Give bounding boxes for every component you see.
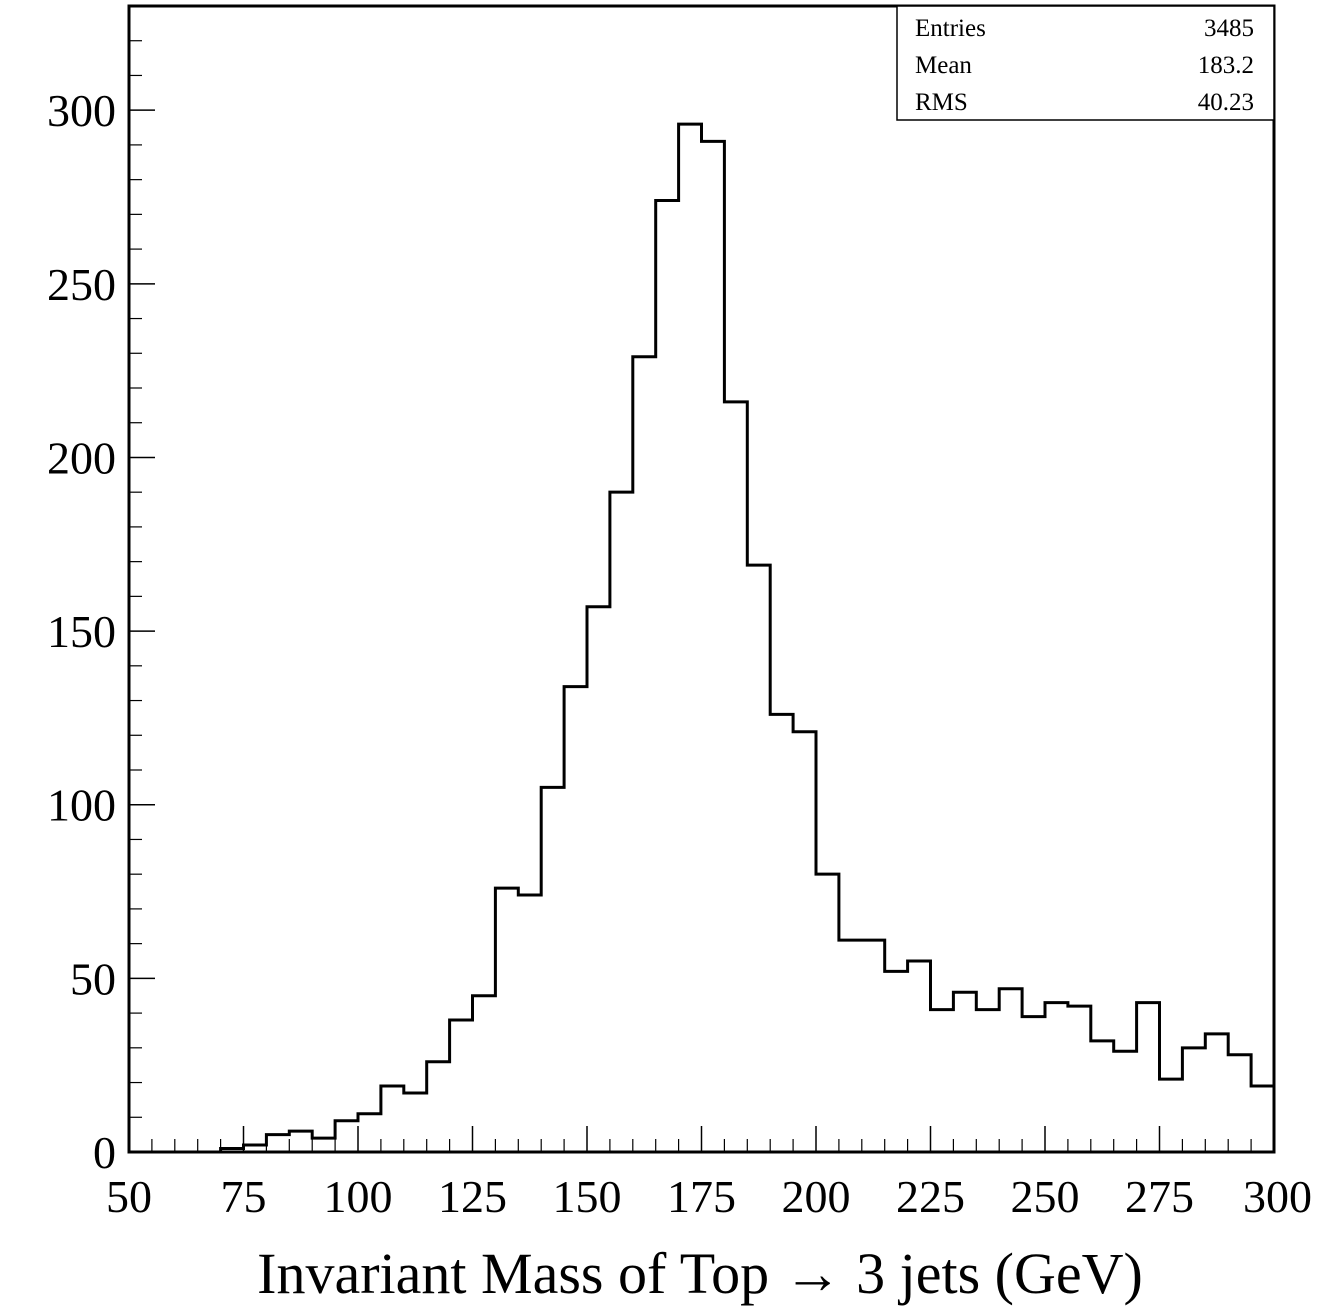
histogram-bin [679, 124, 702, 1152]
histogram-bin [885, 971, 908, 1152]
x-axis-label: Invariant Mass of Top → 3 jets (GeV) [257, 1241, 1143, 1306]
histogram-bin [633, 357, 656, 1152]
histogram-bin [999, 989, 1022, 1152]
histogram-bin [473, 996, 496, 1152]
stats-entries-value: 3485 [1204, 15, 1254, 42]
y-tick-label: 300 [47, 85, 116, 136]
y-tick-label: 50 [70, 953, 116, 1004]
histogram-bin [427, 1062, 450, 1152]
histogram-bin [976, 1010, 999, 1152]
histogram-bin [839, 940, 862, 1152]
stats-rms-value: 40.23 [1198, 89, 1254, 116]
histogram-bin [931, 1010, 954, 1152]
histogram-bin [404, 1093, 427, 1152]
x-tick-label: 125 [438, 1171, 507, 1222]
histogram-bin [495, 888, 518, 1152]
histogram-bin [862, 940, 885, 1152]
histogram-bin [541, 787, 564, 1152]
plot-frame [127, 4, 1276, 1154]
stats-mean-value: 183.2 [1198, 52, 1254, 79]
y-axis-tick-labels: 0 50 100 150 200 250 300 [47, 85, 116, 1178]
histogram-bin [289, 1131, 312, 1152]
stats-box-frame [896, 5, 1275, 121]
histogram-bin [266, 1135, 289, 1152]
histogram-bin [358, 1114, 381, 1152]
stats-entries-label: Entries [915, 15, 986, 42]
histogram-bin [1114, 1051, 1137, 1152]
histogram-bin [793, 732, 816, 1152]
histogram-bin [450, 1020, 473, 1152]
histogram-bin [724, 402, 747, 1152]
y-axis-minor-ticks [129, 5, 142, 1118]
histogram-bin [816, 874, 839, 1152]
histogram-bin [518, 895, 541, 1152]
histogram-bins [221, 124, 1274, 1152]
x-tick-label: 250 [1011, 1171, 1080, 1222]
histogram-bin [1091, 1041, 1114, 1152]
x-axis-tick-labels: 50 75 100 125 150 175 200 225 250 275 300 [106, 1171, 1312, 1222]
histogram-bin [1251, 1086, 1274, 1152]
stats-rms-label: RMS [915, 89, 968, 116]
histogram-bin [908, 961, 931, 1152]
histogram-bin [335, 1121, 358, 1152]
histogram-bin [1022, 1017, 1045, 1152]
histogram-series [129, 122, 1276, 1154]
y-tick-label: 0 [93, 1127, 116, 1178]
y-tick-label: 100 [47, 780, 116, 831]
histogram-bin [1205, 1034, 1228, 1152]
histogram-bin [1068, 1006, 1091, 1152]
histogram-bin [702, 141, 725, 1152]
x-tick-label: 275 [1125, 1171, 1194, 1222]
x-tick-label: 75 [221, 1171, 267, 1222]
x-tick-label: 100 [324, 1171, 393, 1222]
x-tick-label: 150 [553, 1171, 622, 1222]
histogram-bin [587, 607, 610, 1152]
x-tick-label: 175 [667, 1171, 736, 1222]
stats-box: Entries 3485 Mean 183.2 RMS 40.23 [896, 5, 1275, 121]
y-axis-major-ticks [129, 109, 155, 1153]
histogram-bin [953, 992, 976, 1152]
histogram-bin [1182, 1048, 1205, 1152]
y-tick-label: 250 [47, 259, 116, 310]
y-tick-label: 150 [47, 606, 116, 657]
histogram-bin [747, 565, 770, 1152]
histogram-bin [656, 200, 679, 1152]
histogram-bin [564, 687, 587, 1152]
histogram-bin [1045, 1003, 1068, 1152]
histogram-bin [1137, 1003, 1160, 1152]
histogram-bin [1228, 1055, 1251, 1152]
x-axis-minor-ticks [151, 1139, 1252, 1152]
x-tick-label: 50 [106, 1171, 152, 1222]
x-tick-label: 200 [782, 1171, 851, 1222]
histogram-bin [1160, 1079, 1183, 1152]
x-tick-label: 225 [896, 1171, 965, 1222]
stats-mean-label: Mean [915, 52, 972, 79]
histogram-bin [770, 714, 793, 1152]
x-tick-label: 300 [1243, 1171, 1312, 1222]
y-tick-label: 200 [47, 432, 116, 483]
histogram-bin [312, 1138, 335, 1152]
histogram-bin [610, 492, 633, 1152]
histogram-bin [381, 1086, 404, 1152]
